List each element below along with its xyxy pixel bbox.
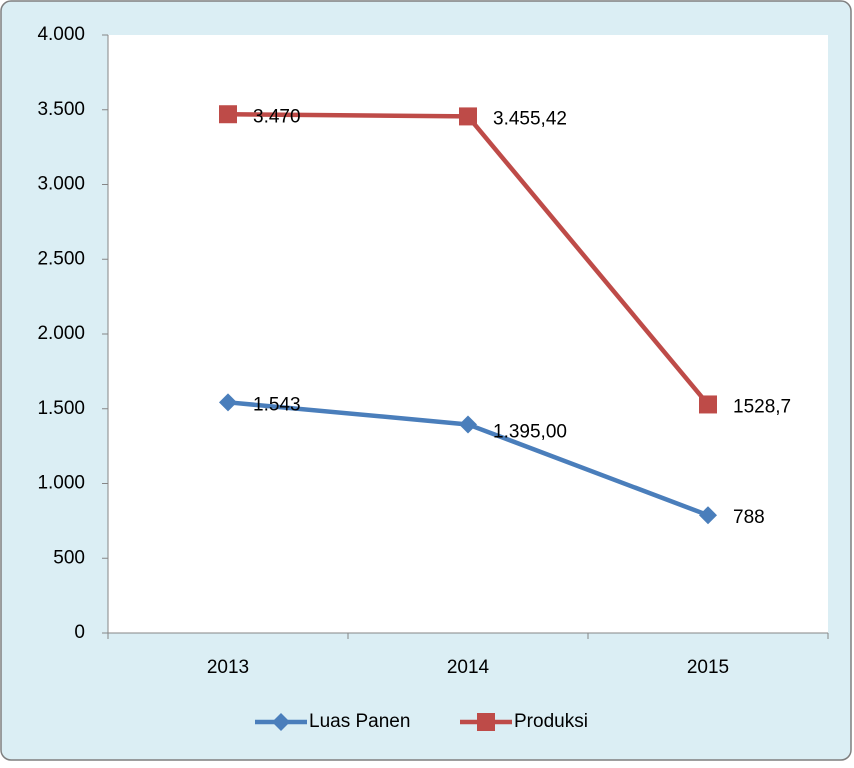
legend-label: Produksi [514, 711, 588, 732]
legend-marker [477, 713, 495, 731]
point-marker [459, 107, 477, 126]
point-marker [699, 395, 717, 414]
y-tick-label: 500 [53, 547, 85, 568]
point-marker [699, 506, 717, 525]
data-label: 1528,7 [733, 396, 791, 417]
plot-area [108, 35, 828, 633]
point-marker [219, 105, 237, 124]
data-label: 3.470 [253, 106, 301, 127]
x-tick-label: 2013 [207, 657, 249, 678]
x-tick-label: 2015 [687, 657, 729, 678]
data-label: 1.395,00 [493, 421, 567, 442]
data-label: 3.455,42 [493, 108, 567, 129]
y-tick-label: 1.500 [37, 398, 85, 419]
y-tick-label: 2.000 [37, 323, 85, 344]
x-tick-label: 2014 [447, 657, 490, 678]
data-label: 788 [733, 507, 765, 528]
y-tick-label: 0 [74, 622, 85, 643]
point-marker [459, 415, 477, 434]
y-tick-label: 4.000 [37, 24, 85, 45]
y-tick-label: 2.500 [37, 248, 85, 269]
point-marker [219, 393, 237, 412]
y-tick-label: 3.000 [37, 174, 85, 195]
legend-label: Luas Panen [309, 711, 410, 732]
data-label: 1.543 [253, 394, 301, 415]
legend-marker [272, 713, 290, 731]
y-tick-label: 1.000 [37, 473, 85, 494]
y-tick-label: 3.500 [37, 99, 85, 120]
